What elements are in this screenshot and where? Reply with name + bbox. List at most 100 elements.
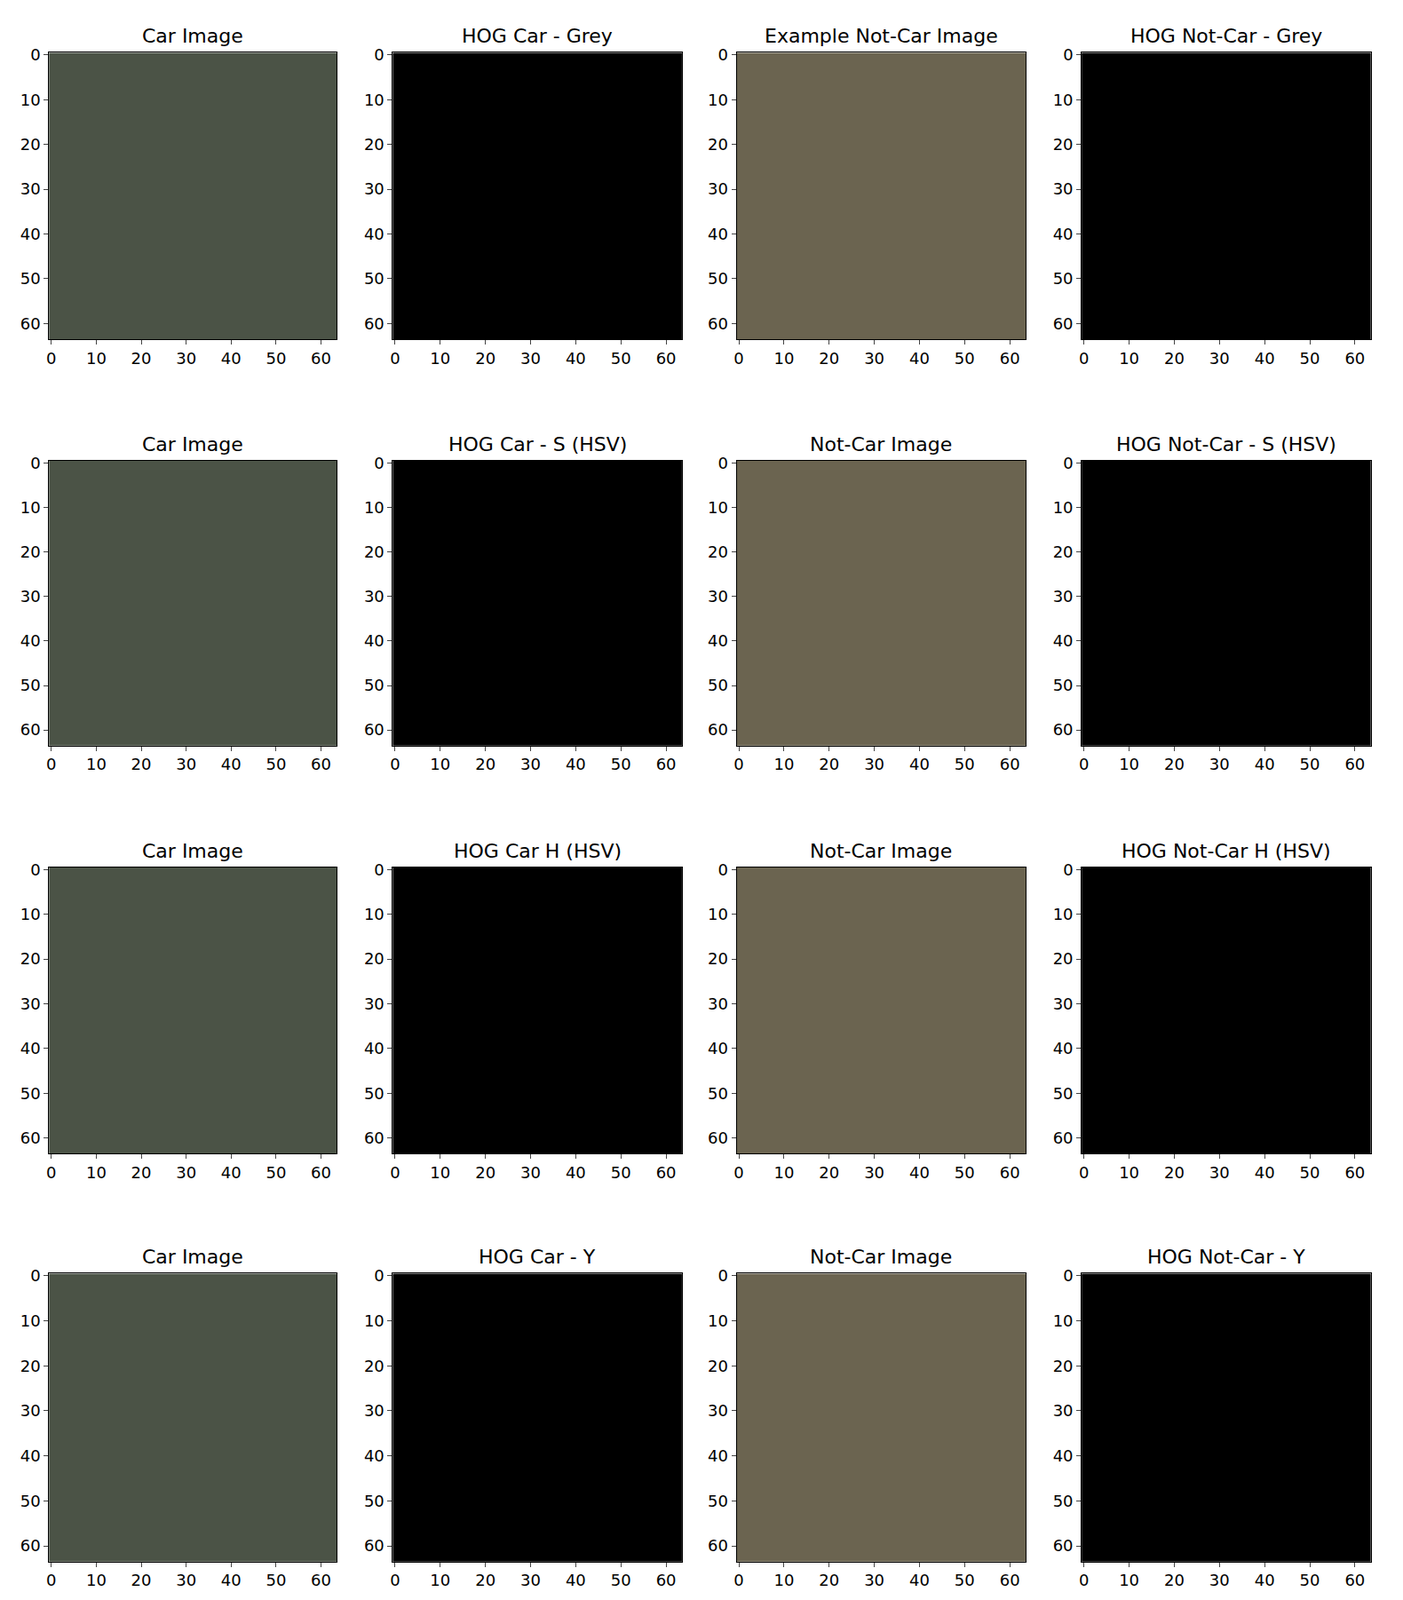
svg-text:0: 0	[373, 45, 384, 64]
svg-text:10: 10	[707, 1311, 729, 1331]
svg-text:40: 40	[1254, 754, 1276, 774]
svg-text:40: 40	[221, 1570, 242, 1590]
svg-text:HOG Not-Car - Grey: HOG Not-Car - Grey	[1130, 24, 1323, 48]
svg-text:0: 0	[373, 1266, 384, 1285]
svg-text:20: 20	[707, 134, 729, 154]
svg-text:50: 50	[364, 675, 385, 695]
svg-text:20: 20	[364, 1356, 385, 1376]
svg-text:10: 10	[1118, 1570, 1140, 1590]
svg-text:60: 60	[707, 1536, 729, 1555]
svg-text:30: 30	[175, 1163, 197, 1182]
svg-text:0: 0	[1062, 1266, 1073, 1285]
svg-text:60: 60	[364, 314, 385, 333]
svg-text:60: 60	[310, 1570, 332, 1590]
svg-text:HOG Car - Grey: HOG Car - Grey	[461, 24, 613, 48]
svg-text:10: 10	[773, 1570, 794, 1590]
svg-text:10: 10	[364, 1311, 385, 1331]
svg-text:0: 0	[46, 1570, 56, 1590]
svg-text:20: 20	[20, 134, 41, 154]
svg-text:60: 60	[20, 720, 41, 739]
svg-text:40: 40	[565, 1163, 587, 1182]
svg-text:50: 50	[707, 675, 729, 695]
svg-text:30: 30	[1053, 586, 1074, 606]
svg-text:HOG Car - S (HSV): HOG Car - S (HSV)	[448, 433, 627, 456]
svg-text:60: 60	[999, 1570, 1021, 1590]
svg-text:Car Image: Car Image	[142, 1245, 244, 1269]
svg-text:20: 20	[475, 1570, 496, 1590]
svg-text:0: 0	[717, 1266, 728, 1285]
svg-text:40: 40	[364, 1038, 385, 1058]
svg-text:30: 30	[863, 1163, 885, 1182]
svg-text:50: 50	[707, 1491, 729, 1511]
svg-text:HOG Not-Car - Y: HOG Not-Car - Y	[1147, 1245, 1306, 1269]
svg-text:20: 20	[364, 134, 385, 154]
svg-text:10: 10	[773, 754, 794, 774]
svg-text:10: 10	[773, 1163, 794, 1182]
svg-text:60: 60	[1053, 314, 1074, 333]
svg-text:HOG Car H (HSV): HOG Car H (HSV)	[453, 840, 622, 863]
svg-text:50: 50	[1053, 269, 1074, 288]
svg-text:20: 20	[818, 348, 840, 368]
svg-text:30: 30	[20, 1401, 41, 1420]
svg-text:0: 0	[389, 1163, 400, 1182]
svg-text:60: 60	[1344, 1163, 1365, 1182]
svg-text:30: 30	[1053, 994, 1074, 1014]
svg-text:40: 40	[909, 754, 930, 774]
svg-text:40: 40	[1053, 1038, 1074, 1058]
svg-text:50: 50	[707, 1084, 729, 1103]
svg-text:10: 10	[1118, 348, 1140, 368]
svg-text:60: 60	[707, 720, 729, 739]
svg-text:20: 20	[1053, 542, 1074, 562]
svg-text:50: 50	[265, 1163, 286, 1182]
svg-text:60: 60	[656, 1163, 677, 1182]
svg-text:0: 0	[46, 348, 56, 368]
svg-text:50: 50	[265, 754, 286, 774]
svg-text:10: 10	[707, 498, 729, 517]
svg-text:0: 0	[1062, 45, 1073, 64]
svg-text:30: 30	[364, 179, 385, 199]
svg-text:0: 0	[717, 453, 728, 473]
svg-text:20: 20	[1164, 1163, 1185, 1182]
svg-text:20: 20	[1164, 348, 1185, 368]
svg-text:30: 30	[175, 348, 197, 368]
svg-text:30: 30	[1053, 1401, 1074, 1420]
svg-text:0: 0	[389, 754, 400, 774]
svg-text:50: 50	[954, 1570, 975, 1590]
svg-text:10: 10	[429, 1163, 451, 1182]
svg-text:20: 20	[364, 542, 385, 562]
svg-text:50: 50	[265, 1570, 286, 1590]
svg-text:10: 10	[86, 348, 107, 368]
svg-text:10: 10	[20, 904, 41, 924]
svg-text:50: 50	[610, 1570, 632, 1590]
svg-text:0: 0	[733, 1570, 744, 1590]
svg-text:Not-Car Image: Not-Car Image	[809, 433, 952, 456]
svg-text:50: 50	[1299, 348, 1321, 368]
svg-text:HOG Not-Car - S (HSV): HOG Not-Car - S (HSV)	[1116, 433, 1337, 456]
svg-text:20: 20	[1164, 754, 1185, 774]
svg-text:10: 10	[86, 754, 107, 774]
svg-text:0: 0	[30, 453, 40, 473]
svg-text:40: 40	[221, 754, 242, 774]
svg-text:0: 0	[1078, 348, 1089, 368]
svg-text:60: 60	[656, 348, 677, 368]
svg-text:10: 10	[20, 90, 41, 110]
svg-text:30: 30	[707, 994, 729, 1014]
svg-text:10: 10	[1053, 90, 1074, 110]
svg-text:30: 30	[520, 1163, 541, 1182]
svg-text:30: 30	[1209, 1570, 1230, 1590]
svg-text:50: 50	[1299, 1163, 1321, 1182]
svg-text:40: 40	[565, 754, 587, 774]
svg-text:Car Image: Car Image	[142, 24, 244, 48]
svg-text:Example Not-Car Image: Example Not-Car Image	[764, 24, 999, 48]
svg-text:60: 60	[999, 348, 1021, 368]
svg-text:50: 50	[20, 1491, 41, 1511]
svg-text:50: 50	[364, 1491, 385, 1511]
svg-text:30: 30	[175, 1570, 197, 1590]
svg-text:50: 50	[20, 269, 41, 288]
svg-text:30: 30	[1209, 754, 1230, 774]
svg-text:20: 20	[707, 949, 729, 968]
svg-text:20: 20	[131, 754, 152, 774]
svg-text:50: 50	[954, 754, 975, 774]
svg-text:10: 10	[1053, 904, 1074, 924]
svg-text:60: 60	[1053, 1536, 1074, 1555]
